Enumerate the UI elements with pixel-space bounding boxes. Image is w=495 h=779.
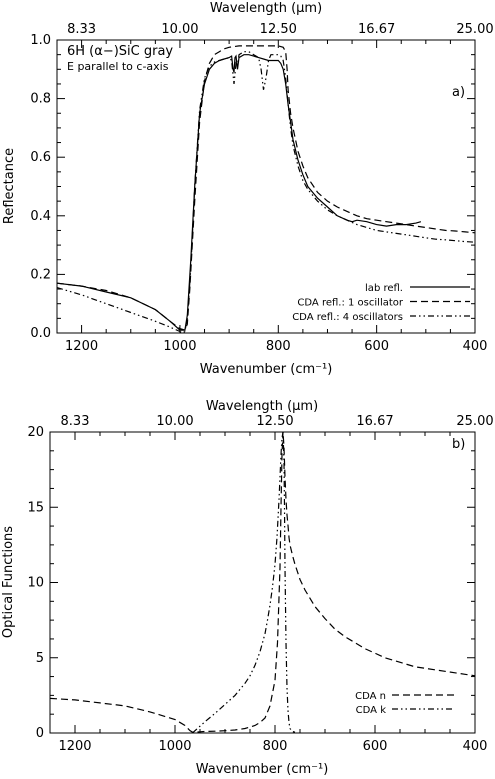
top-tick-label: 25.00	[456, 22, 493, 37]
x-tick-label: 800	[263, 739, 288, 754]
y-axis-title: Reflectance	[2, 148, 17, 224]
top-tick-label: 25.00	[456, 414, 493, 429]
axis-tick-labels: 1200 1000 800 600 400 8.33 10.00 12.50 16.67 25.0…	[27, 414, 493, 754]
y-axis-title: Optical Functions	[1, 526, 16, 638]
panel-label: a)	[452, 85, 465, 100]
top-tick-label: 8.33	[61, 414, 90, 429]
y-tick-label: 15	[27, 500, 44, 515]
series-line	[56, 45, 476, 331]
x-tick-label: 800	[266, 339, 291, 354]
x-axis-title: Wavenumber (cm⁻¹)	[196, 762, 329, 777]
series-line	[56, 51, 476, 334]
panel-a-reflectance: Wavelength (μm) Wavenumber (cm⁻¹) Reflec…	[2, 1, 494, 377]
data-series	[49, 431, 476, 734]
series-line	[49, 431, 476, 733]
x-tick-label: 1000	[163, 339, 196, 354]
top-axis-title: Wavelength (μm)	[206, 399, 318, 414]
legend-label: CDA k	[356, 705, 387, 716]
data-series	[56, 45, 476, 334]
axis-tick-labels: 1200 1000 800 600 400 8.33 10.00 12.50 16.67 25.0…	[30, 22, 493, 354]
x-tick-label: 600	[364, 339, 389, 354]
top-tick-label: 12.50	[260, 22, 297, 37]
panel-label: b)	[452, 437, 465, 452]
y-tick-label: 1.0	[30, 33, 51, 48]
top-tick-label: 10.00	[161, 22, 198, 37]
y-tick-label: 0.4	[30, 209, 51, 224]
top-tick-label: 16.67	[356, 414, 393, 429]
x-tick-label: 400	[463, 739, 488, 754]
legend-label: CDA refl.: 1 oscillator	[297, 298, 403, 309]
y-tick-label: 0.6	[30, 150, 51, 165]
y-tick-label: 0.2	[30, 267, 51, 282]
axis-ticks	[49, 431, 476, 734]
y-tick-label: 5	[36, 651, 44, 666]
top-tick-label: 8.33	[67, 22, 96, 37]
plot-frame	[56, 39, 476, 334]
plot-frame	[49, 431, 476, 734]
y-tick-label: 0.0	[30, 326, 51, 341]
sample-annotation: 6H (α−)SiC gray	[67, 44, 173, 59]
legend-label: CDA n	[355, 691, 386, 702]
legend: lab refl. CDA refl.: 1 oscillator CDA refl…	[292, 283, 470, 323]
legend-label: lab refl.	[365, 283, 403, 294]
series-line	[192, 431, 296, 734]
y-tick-label: 10	[27, 576, 44, 591]
axis-ticks	[56, 39, 476, 334]
x-tick-label: 1200	[65, 339, 98, 354]
y-tick-label: 0	[36, 726, 44, 741]
top-tick-label: 10.00	[156, 414, 193, 429]
legend-label: CDA refl.: 4 oscillators	[292, 312, 403, 323]
top-axis-title: Wavelength (μm)	[210, 1, 322, 16]
top-tick-label: 16.67	[358, 22, 395, 37]
x-axis-title: Wavenumber (cm⁻¹)	[200, 362, 333, 377]
x-tick-label: 1000	[158, 739, 191, 754]
y-tick-label: 20	[27, 425, 44, 440]
x-tick-label: 600	[363, 739, 388, 754]
x-tick-label: 1200	[58, 739, 91, 754]
legend: CDA n CDA k	[355, 691, 455, 716]
panel-b-optical-functions: Wavelength (μm) Wavenumber (cm⁻¹) Optica…	[1, 399, 494, 777]
x-tick-label: 400	[463, 339, 488, 354]
y-tick-label: 0.8	[30, 92, 51, 107]
orientation-annotation: E parallel to c-axis	[67, 60, 169, 73]
top-tick-label: 12.50	[256, 414, 293, 429]
